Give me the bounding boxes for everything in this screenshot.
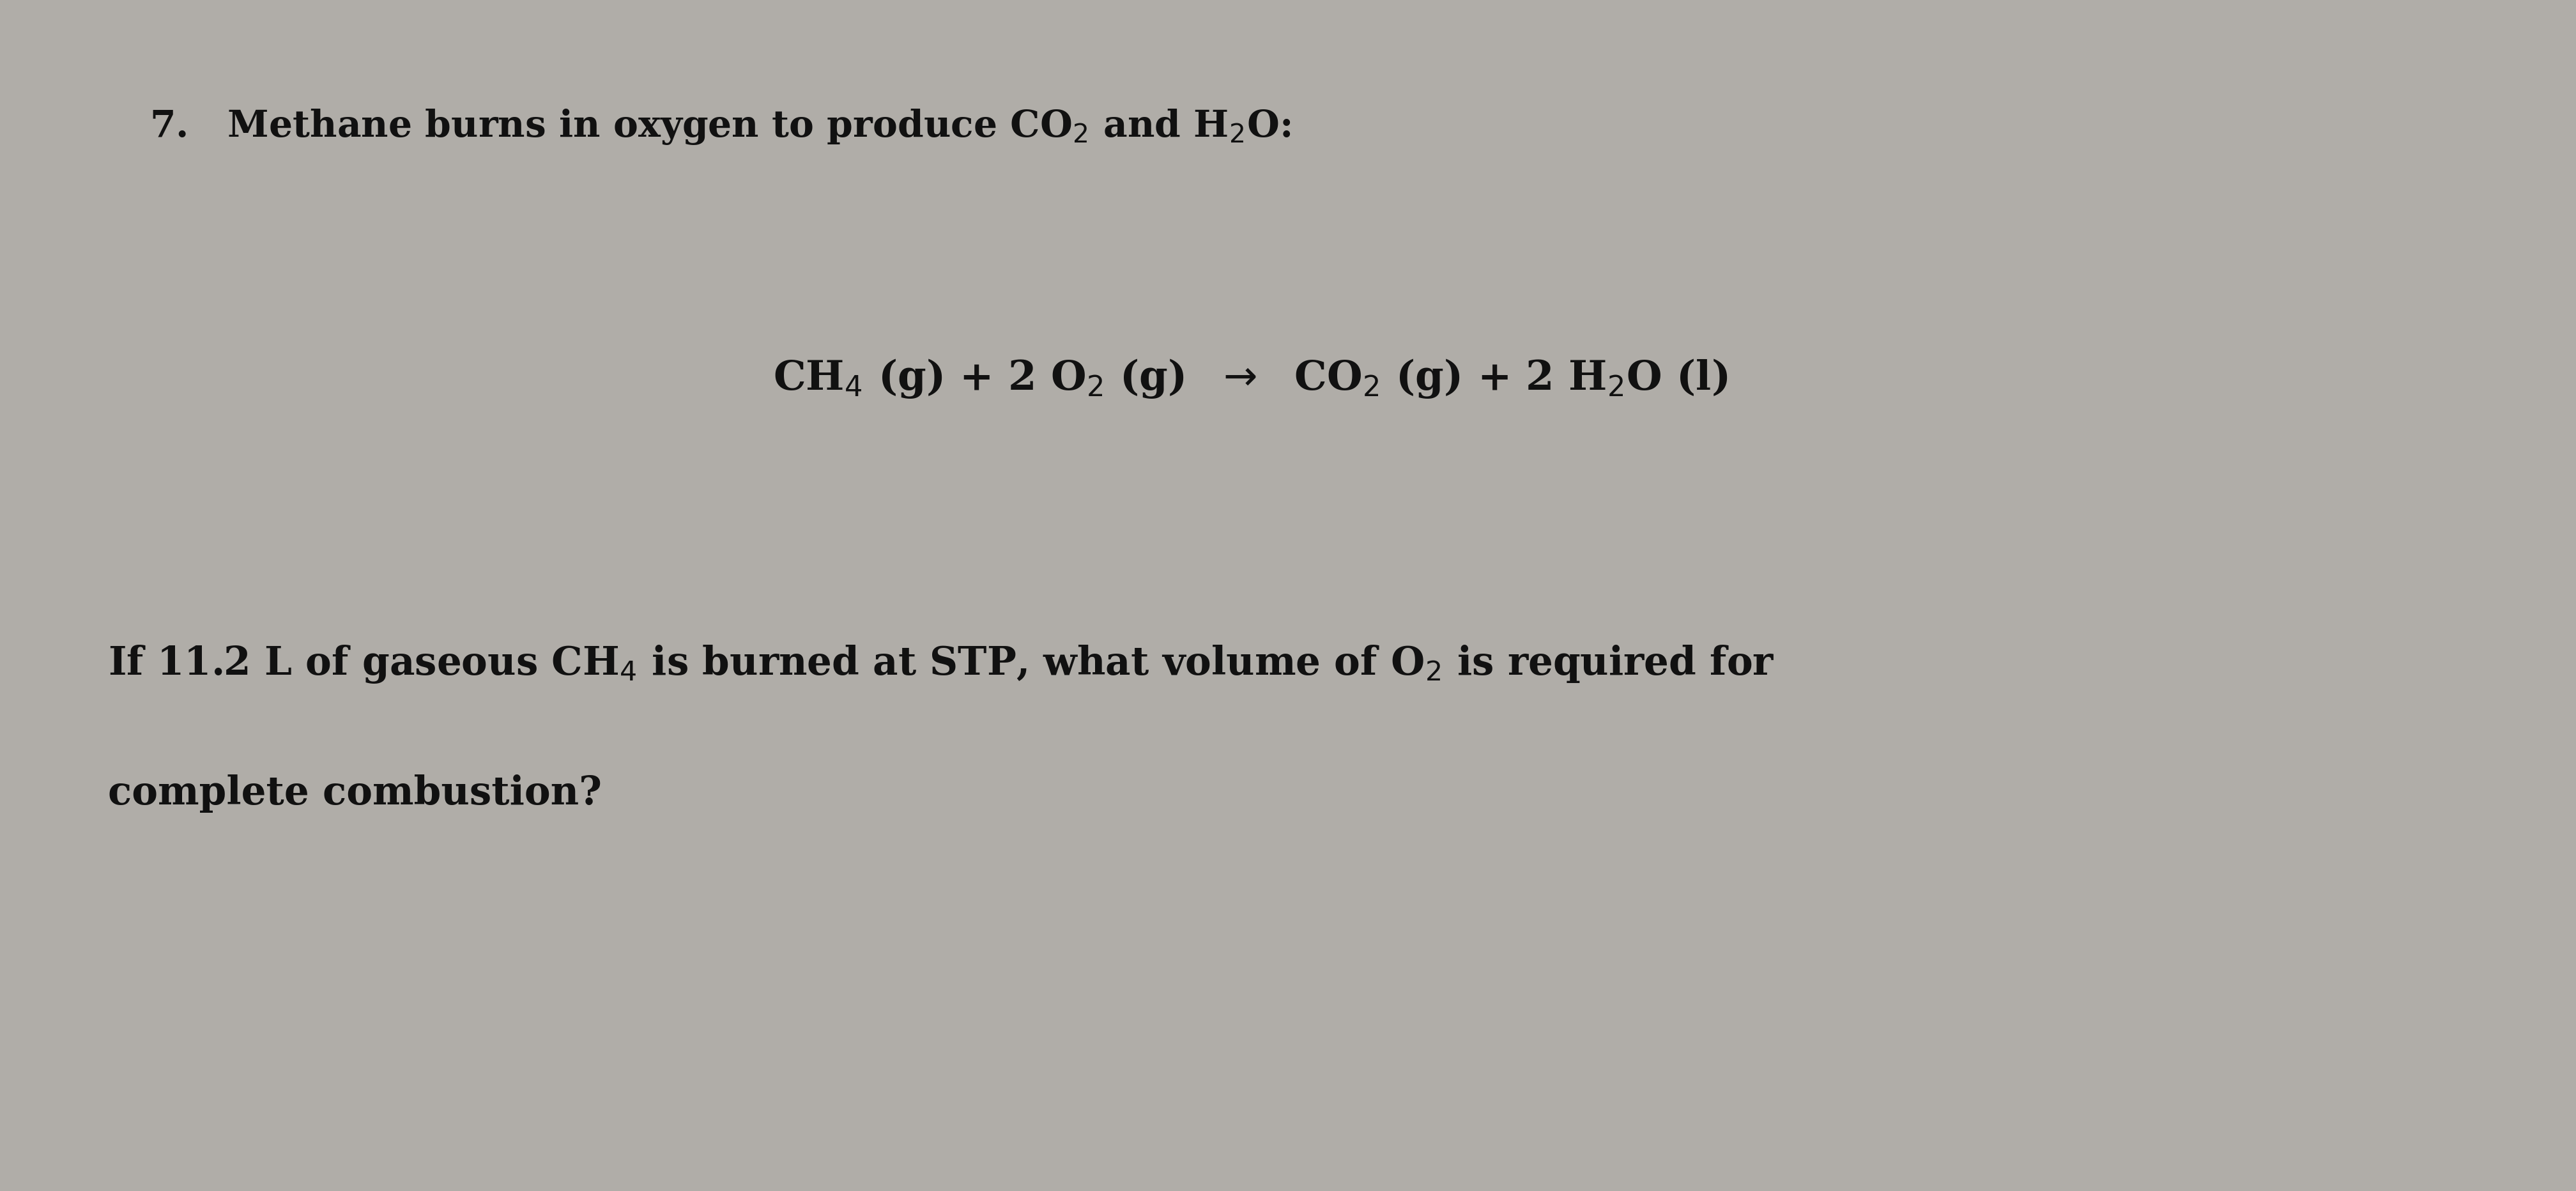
Text: CH$_4$ (g) + 2 O$_2$ (g)  $\rightarrow$  CO$_2$ (g) + 2 H$_2$O (l): CH$_4$ (g) + 2 O$_2$ (g) $\rightarrow$ C… xyxy=(773,357,1728,400)
Text: If 11.2 L of gaseous CH$_4$ is burned at STP, what volume of O$_2$ is required f: If 11.2 L of gaseous CH$_4$ is burned at… xyxy=(108,643,1775,685)
Text: 7.   Methane burns in oxygen to produce CO$_2$ and H$_2$O:: 7. Methane burns in oxygen to produce CO… xyxy=(149,107,1291,146)
Text: complete combustion?: complete combustion? xyxy=(108,774,603,812)
